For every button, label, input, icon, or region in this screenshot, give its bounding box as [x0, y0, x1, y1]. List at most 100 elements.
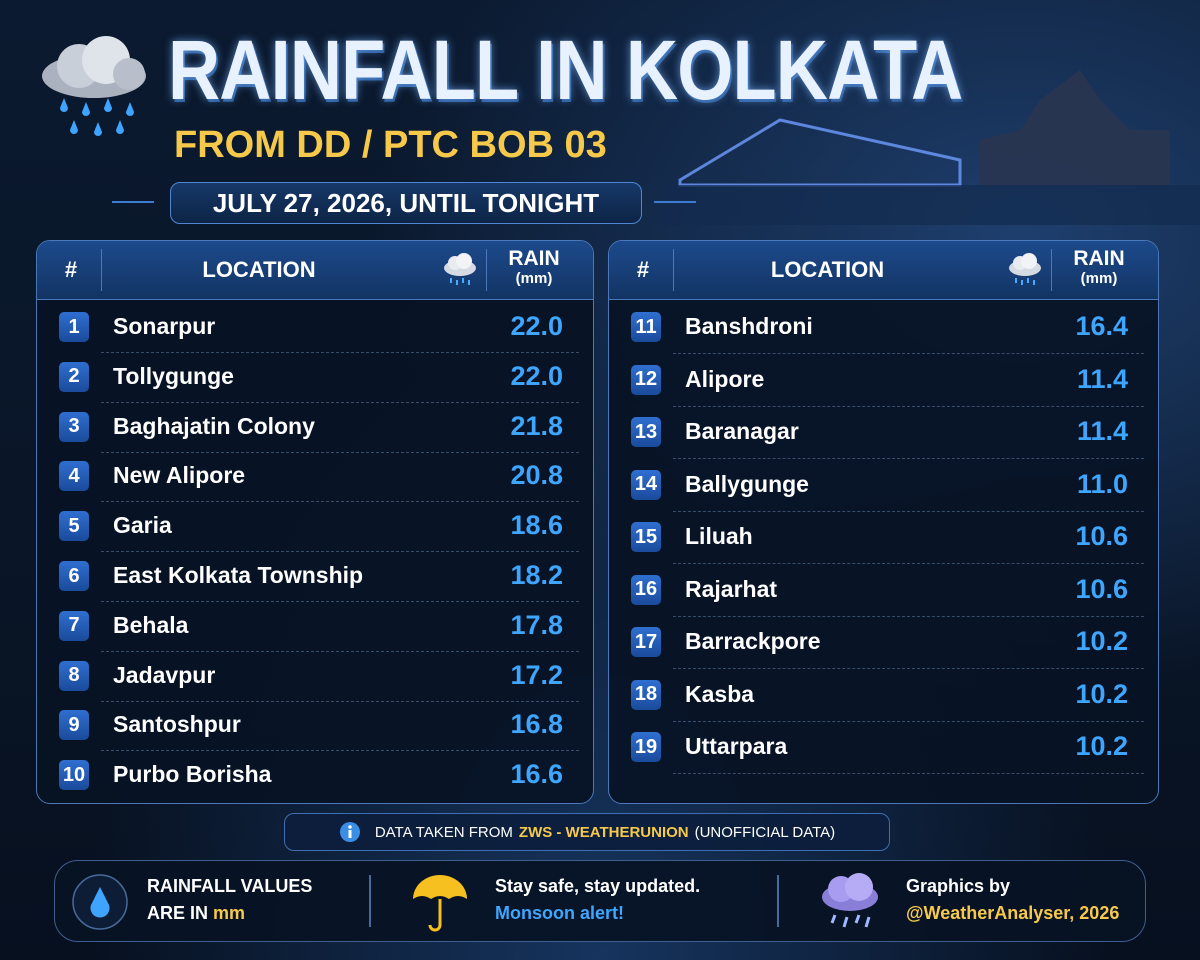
location: Liluah — [685, 523, 753, 549]
rain-cloud-icon — [444, 253, 476, 285]
rain-value: 11.0 — [1076, 468, 1128, 499]
location: New Alipore — [113, 462, 246, 489]
row-separator — [673, 405, 1144, 407]
row-separator — [101, 700, 579, 702]
row-separator — [673, 668, 1144, 670]
rank: 5 — [59, 511, 89, 542]
divider — [777, 875, 779, 927]
rain-value: 17.2 — [510, 659, 563, 690]
divider — [369, 875, 371, 927]
row-separator — [101, 650, 579, 652]
rain-value: 10.2 — [1075, 678, 1128, 709]
column-rain: RAIN — [1073, 247, 1125, 270]
rain-value: 10.6 — [1075, 573, 1128, 604]
location: Baranagar — [685, 418, 799, 444]
rank: 3 — [59, 411, 89, 442]
row-separator — [673, 563, 1144, 565]
rank: 7 — [59, 610, 89, 641]
row-separator — [673, 510, 1144, 512]
rain-value: 11.4 — [1076, 416, 1128, 446]
row-separator — [673, 773, 1144, 775]
location: Sonarpur — [113, 313, 216, 339]
location: Kasba — [685, 680, 755, 707]
column-location: LOCATION — [770, 257, 885, 282]
rain-cloud-icon — [1009, 253, 1041, 285]
units-unit: mm — [213, 903, 246, 923]
location: Garia — [113, 512, 172, 539]
rain-value: 10.2 — [1075, 731, 1128, 761]
safety-line2: Monsoon alert! — [495, 903, 624, 923]
rain-value: 10.2 — [1075, 626, 1128, 656]
credit-line1: Graphics by — [906, 876, 1011, 896]
row-separator — [101, 551, 579, 553]
source-note-text: (UNOFFICIAL DATA) — [694, 823, 836, 841]
rain-value: 16.4 — [1075, 311, 1128, 341]
rain-value: 21.8 — [510, 410, 563, 441]
rain-value: 18.2 — [510, 560, 563, 590]
rank: 18 — [631, 679, 661, 710]
location: Rajarhat — [685, 575, 778, 602]
date: JULY 27, 2026, UNTIL TONIGHT — [170, 182, 642, 224]
rain-header: RAIN (mm) — [1051, 247, 1147, 289]
skyline — [660, 70, 1200, 225]
source-note: DATA TAKEN FROM ZWS - WEATHERUNION (UNOF… — [284, 813, 890, 851]
location: Baghajatin Colony — [113, 412, 315, 439]
rank: 14 — [631, 469, 661, 500]
divider — [112, 201, 154, 203]
row-separator — [673, 615, 1144, 617]
location: Barrackpore — [685, 628, 821, 654]
safety-line1: Stay safe, stay updated. — [495, 876, 701, 896]
drop-icon — [72, 874, 128, 930]
rank: 16 — [631, 574, 661, 605]
column-unit: (mm) — [1080, 270, 1118, 287]
rank: 11 — [631, 312, 661, 342]
divider — [101, 249, 102, 291]
rank: 2 — [59, 361, 89, 392]
rain-value: 20.8 — [510, 460, 563, 491]
info-icon — [339, 822, 360, 842]
rank: 17 — [631, 627, 661, 657]
column-unit: (mm) — [515, 270, 553, 287]
icon-cell — [1005, 250, 1045, 295]
table: # LOCATION RAIN (mm) 11 Banshdroni 16.4 12 Alipo… — [608, 240, 1159, 804]
subtitle: FROM DD / PTC BOB 03 — [174, 124, 607, 166]
divider — [673, 249, 674, 291]
table-header: # LOCATION RAIN (mm) — [609, 241, 1158, 300]
table-header: # LOCATION RAIN (mm) — [37, 241, 593, 300]
rain-value: 18.6 — [510, 510, 563, 541]
rank: 10 — [59, 760, 89, 791]
row-separator — [101, 501, 579, 503]
rank: 13 — [631, 417, 661, 447]
rain-value: 11.4 — [1076, 363, 1128, 394]
table: # LOCATION RAIN (mm) 1 Sonarpur 22.0 2 Tollygung… — [36, 240, 594, 804]
units-line2: ARE IN mm — [147, 903, 245, 924]
column-location: LOCATION — [202, 257, 316, 282]
location: East Kolkata Township — [113, 562, 364, 588]
rain-value: 22.0 — [510, 311, 563, 341]
cloud-icon — [42, 36, 146, 136]
rain-value: 17.8 — [510, 609, 563, 640]
location: Uttarpara — [685, 733, 788, 759]
row-separator — [673, 458, 1144, 460]
rank: 9 — [59, 710, 89, 741]
rank: 4 — [59, 461, 89, 492]
units-text: ARE IN — [147, 903, 209, 923]
rain-value: 16.8 — [510, 709, 563, 740]
location: Purbo Borisha — [113, 761, 272, 788]
storm-icon — [822, 873, 878, 928]
location: Tollygunge — [113, 362, 234, 389]
icon-cell — [440, 250, 480, 295]
credit-line2: @WeatherAnalyser, 2026 — [906, 903, 1120, 923]
rank: 6 — [59, 561, 89, 591]
location: Behala — [113, 611, 189, 638]
source-name: ZWS - WEATHERUNION — [518, 823, 689, 841]
divider — [486, 249, 487, 291]
row-separator — [101, 600, 579, 602]
column-rank: # — [64, 257, 78, 282]
rank: 8 — [59, 660, 89, 691]
source-prefix: DATA TAKEN FROM — [374, 823, 513, 841]
divider — [654, 201, 696, 203]
umbrella-icon — [413, 875, 467, 932]
row-separator — [101, 351, 579, 353]
